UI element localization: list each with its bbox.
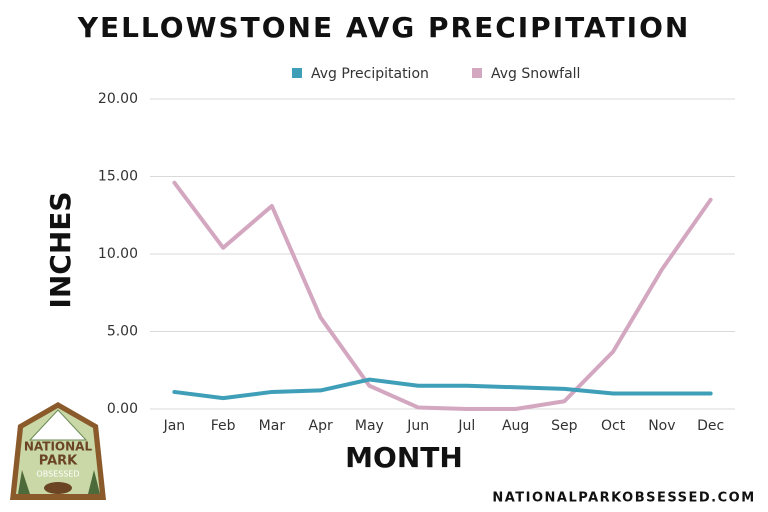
logo-text: NATIONAL <box>24 440 93 454</box>
y-tick-label: 20.00 <box>98 91 138 107</box>
line <box>172 377 713 401</box>
x-tick-label: Apr <box>309 418 333 434</box>
x-tick-label: May <box>355 418 384 434</box>
logo-mountain <box>28 409 88 441</box>
legend-label: Avg Precipitation <box>311 66 429 82</box>
website: NATIONALPARKOBSESSED.COM <box>492 491 755 506</box>
logo: NATIONAL PARK OBSESSED <box>10 402 106 500</box>
x-tick-label: Mar <box>259 418 286 434</box>
x-tick-label: Jul <box>457 418 475 434</box>
x-tick-label: Dec <box>697 418 724 434</box>
y-axis-label: INCHES <box>44 191 77 308</box>
x-tick-label: Oct <box>601 418 626 434</box>
logo-field <box>16 408 100 494</box>
line <box>172 180 713 411</box>
x-tick-label: Jan <box>163 418 186 434</box>
x-tick-label: Jun <box>406 418 429 434</box>
legend-swatch <box>292 68 302 78</box>
x-tick-label: Sep <box>551 418 578 434</box>
y-tick-label: 10.00 <box>98 246 138 262</box>
legend-swatch <box>472 68 482 78</box>
y-tick-label: 5.00 <box>107 324 138 340</box>
logo-moose <box>44 482 72 494</box>
logo-text: OBSESSED <box>36 470 79 479</box>
x-tick-label: Nov <box>648 418 675 434</box>
y-tick-label: 15.00 <box>98 169 138 185</box>
chart-title: YELLOWSTONE AVG PRECIPITATION <box>77 11 691 44</box>
x-axis-label: MONTH <box>345 441 463 474</box>
logo-text: PARK <box>39 454 78 469</box>
y-tick-label: 0.00 <box>107 401 138 417</box>
logo-trees <box>18 470 100 494</box>
legend-label: Avg Snowfall <box>491 66 580 82</box>
x-tick-label: Aug <box>502 418 529 434</box>
x-tick-label: Feb <box>211 418 236 434</box>
